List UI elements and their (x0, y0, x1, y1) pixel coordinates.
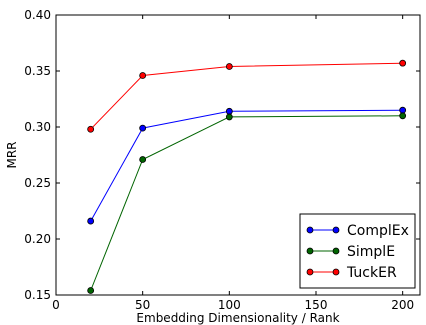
y-axis-label: MRR (5, 141, 19, 168)
data-point-complex (399, 106, 407, 114)
y-tick-label: 0.25 (24, 176, 51, 190)
data-point-simple (399, 112, 407, 120)
legend-marker-tucker (306, 268, 314, 276)
data-point-complex (87, 217, 95, 225)
data-point-simple (139, 156, 147, 163)
y-tick-label: 0.20 (24, 232, 51, 246)
series-line-tucker (90, 62, 403, 130)
x-axis-label: Embedding Dimensionality / Rank (136, 311, 339, 325)
series-layer (87, 59, 407, 294)
data-point-tucker (225, 63, 233, 70)
x-tick-label: 200 (391, 298, 414, 312)
legend-marker-complex (306, 226, 314, 234)
x-tick-label: 0 (52, 298, 60, 312)
legend-label-simple: SimplE (347, 244, 395, 260)
legend-marker-complex (332, 226, 340, 234)
data-point-tucker (139, 72, 147, 79)
plot-frame (55, 14, 421, 296)
y-tick-label: 0.40 (24, 8, 51, 22)
legend-label-tucker: TuckER (346, 265, 397, 281)
data-point-tucker (399, 59, 407, 67)
ticks-layer: 0 50 100 150 200 0.15 0.20 0.25 0.30 0.35 0.40 (24, 8, 420, 312)
x-tick-label: 100 (218, 298, 241, 312)
data-point-complex (225, 107, 233, 115)
y-tick-label: 0.15 (24, 288, 51, 302)
data-point-complex (139, 124, 147, 132)
legend-label-complex: ComplEx (347, 223, 409, 239)
x-tick-label: 50 (135, 298, 150, 312)
data-point-simple (225, 113, 233, 121)
legend-marker-simple (306, 247, 314, 255)
y-tick-label: 0.30 (24, 120, 51, 134)
legend: ComplEx SimplE TuckER (299, 213, 416, 289)
legend-marker-tucker (332, 268, 340, 276)
data-point-simple (87, 287, 95, 294)
series-line-complex (90, 109, 403, 222)
x-tick-label: 150 (305, 298, 328, 312)
y-tick-label: 0.35 (24, 64, 51, 78)
data-point-tucker (87, 125, 95, 133)
series-line-simple (90, 115, 403, 291)
legend-marker-simple (332, 247, 340, 255)
